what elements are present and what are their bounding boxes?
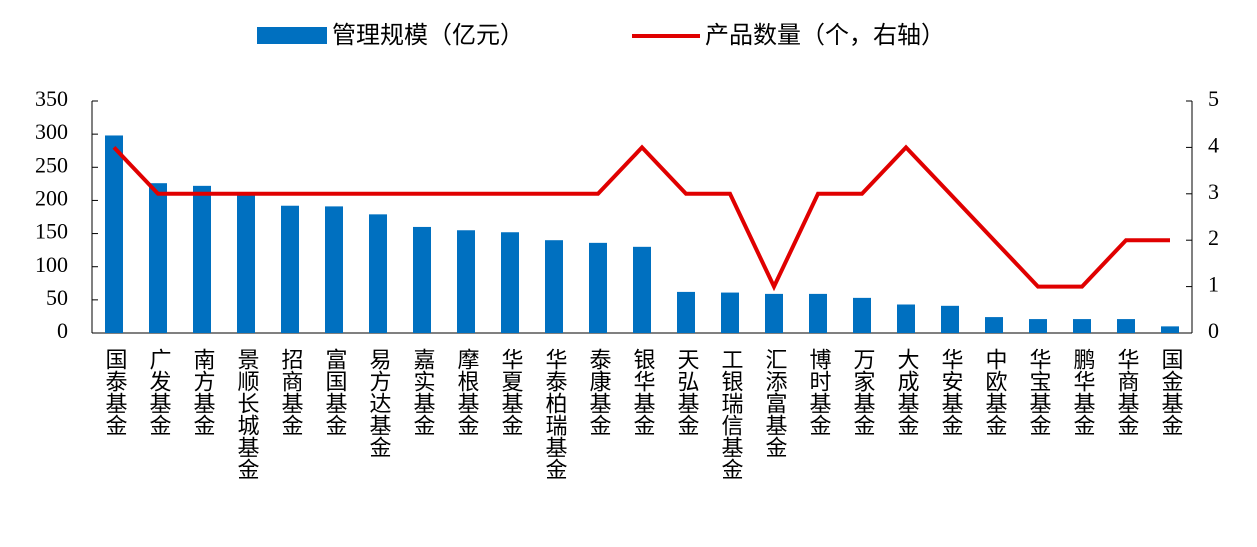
bar [325,206,343,333]
x-tick-label: 摩根基金 [454,348,480,436]
x-tick-label: 华泰柏瑞基金 [542,348,568,480]
y2-tick-label: 2 [1208,225,1219,250]
x-tick-label: 华安基金 [938,348,964,436]
y2-tick-label: 4 [1208,132,1219,157]
bar [677,291,695,333]
bar [1117,319,1135,333]
x-tick-label: 嘉实基金 [410,348,436,436]
y-tick-label: 200 [35,185,68,210]
bar [457,230,475,333]
y-tick-label: 0 [57,318,68,343]
bar [721,292,739,333]
y2-tick-label: 0 [1208,318,1219,343]
x-tick-label: 万家基金 [850,348,876,436]
x-tick-label: 国泰基金 [102,348,128,436]
line [112,144,1170,292]
y-tick-label: 50 [46,285,68,310]
x-tick-label: 易方达基金 [366,348,392,458]
bar [501,232,519,333]
y-tick-label: 300 [35,119,68,144]
bar [105,135,123,333]
bar [237,193,255,333]
bar [633,246,651,333]
bar [149,183,167,333]
bar [809,293,827,333]
y-tick-label: 350 [35,86,68,111]
x-tick-label: 银华基金 [630,348,656,436]
y-tick-label: 100 [35,252,68,277]
bar [897,304,915,333]
x-tick-label: 富国基金 [322,348,348,436]
x-tick-label: 华宝基金 [1026,348,1052,436]
y2-tick-label: 1 [1208,272,1219,297]
legend-label: 产品数量（个，右轴） [705,21,945,49]
legend-label: 管理规模（亿元） [332,21,524,49]
bar [369,214,387,333]
bar [413,226,431,333]
bar [765,293,783,333]
x-tick-label: 鹏华基金 [1070,348,1096,436]
x-tick-label: 汇添富基金 [762,348,788,458]
bar [281,205,299,333]
bar [1029,319,1047,333]
legend-swatch [257,27,327,44]
x-tick-label: 天弘基金 [674,348,700,436]
x-tick-label: 中欧基金 [982,348,1008,436]
bar [985,317,1003,333]
x-tick-label: 国金基金 [1158,348,1184,436]
x-tick-label: 大成基金 [894,348,920,436]
bar [941,305,959,333]
x-tick-label: 广发基金 [146,348,172,436]
y2-tick-label: 5 [1208,86,1219,111]
x-tick-label: 华夏基金 [498,348,524,436]
x-tick-label: 南方基金 [190,348,216,436]
bar [1073,319,1091,333]
y2-tick-label: 3 [1208,179,1219,204]
x-tick-label: 景顺长城基金 [234,348,260,480]
y-tick-label: 250 [35,152,68,177]
bar [193,185,211,333]
y-tick-label: 150 [35,219,68,244]
x-tick-label: 招商基金 [278,348,304,436]
bar [589,242,607,333]
x-tick-label: 华商基金 [1114,348,1140,436]
x-tick-label: 泰康基金 [586,348,612,436]
bar [1161,326,1179,333]
x-tick-label: 工银瑞信基金 [718,348,744,480]
bar [853,297,871,333]
bar [545,240,563,333]
x-tick-label: 博时基金 [806,348,832,436]
